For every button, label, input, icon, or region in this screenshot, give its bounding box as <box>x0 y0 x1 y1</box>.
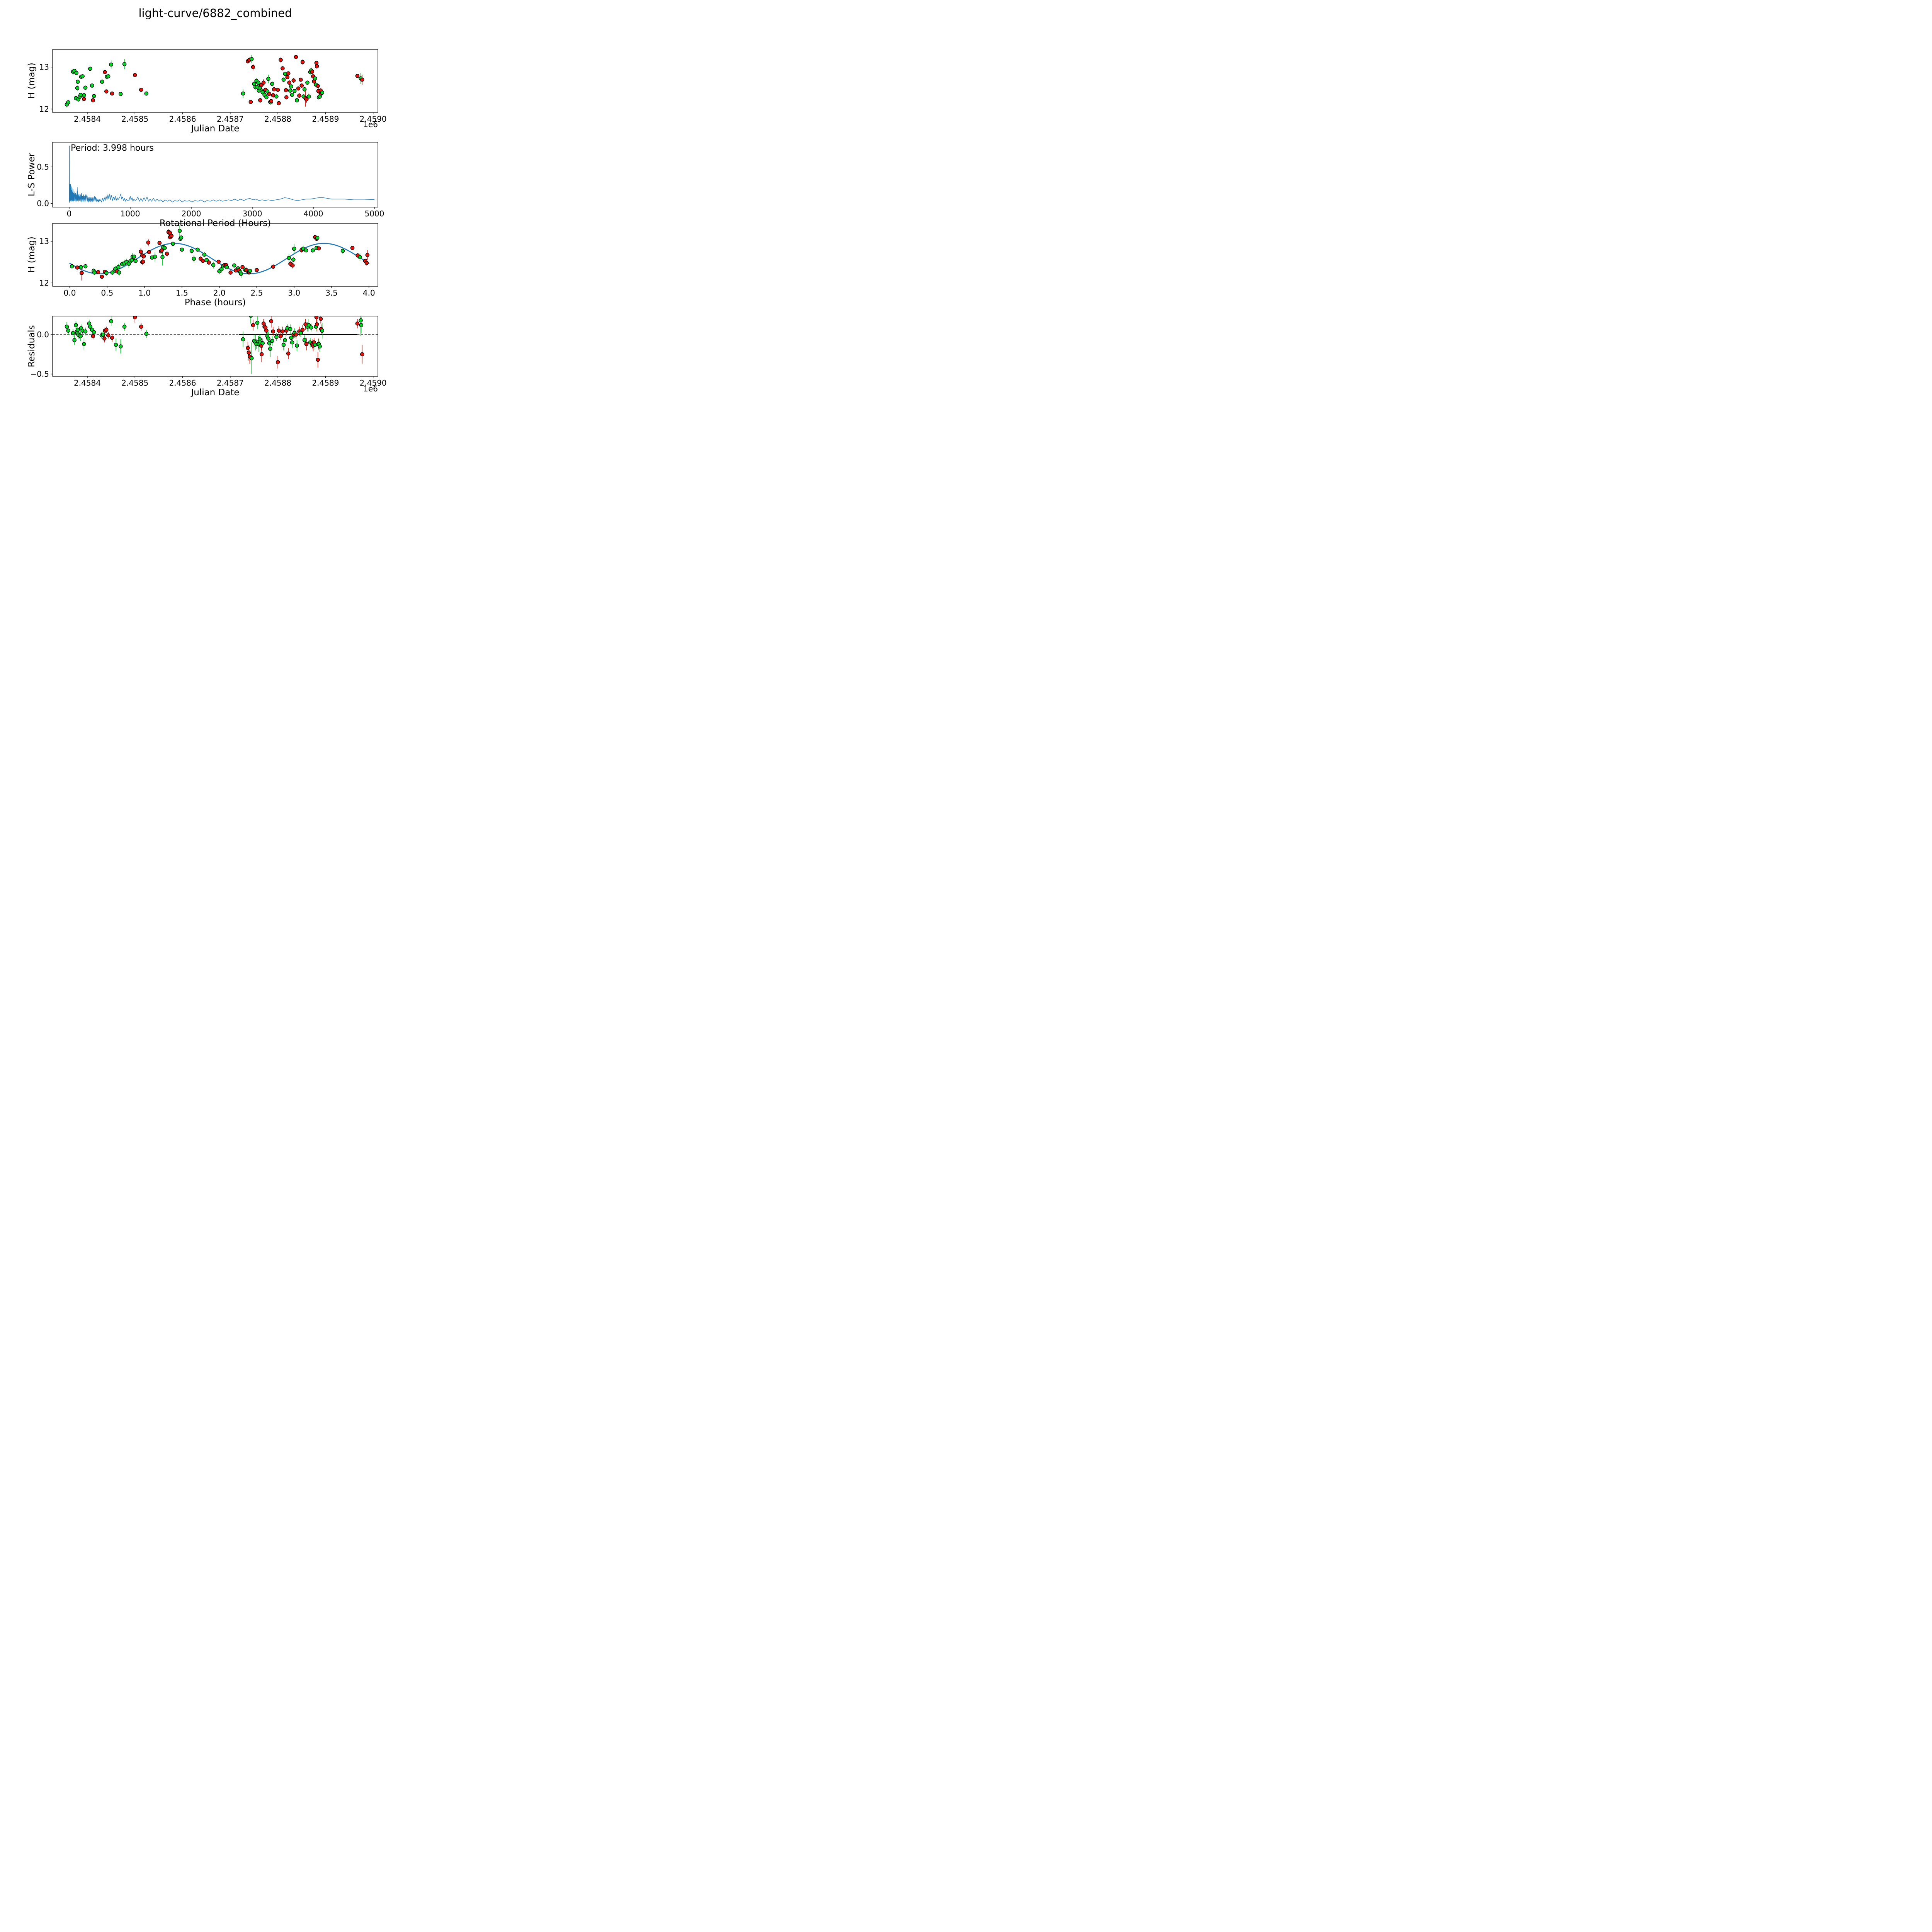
svg-text:2.4590: 2.4590 <box>360 114 387 124</box>
svg-text:2.4587: 2.4587 <box>217 114 244 124</box>
svg-text:3.5: 3.5 <box>325 288 338 298</box>
svg-text:2.4584: 2.4584 <box>74 114 101 124</box>
xlabel-rotational-period: Rotational Period (Hours) <box>159 218 271 228</box>
svg-text:13: 13 <box>39 236 49 246</box>
figure-title: light-curve/6882_combined <box>138 7 292 20</box>
panel-phase-folded-ticks: 0.0 0.5 1.0 1.5 2.0 2.5 3.0 3.5 4.0 12 13 <box>39 236 375 298</box>
svg-text:0.0: 0.0 <box>37 199 49 208</box>
panel-jd-lightcurve-frame <box>52 49 378 113</box>
svg-text:4000: 4000 <box>304 209 323 218</box>
svg-text:0.0: 0.0 <box>37 330 49 339</box>
svg-text:2.4585: 2.4585 <box>121 114 148 124</box>
panel-residuals-ticks: 2.4584 2.4585 2.4586 2.4587 2.4588 2.4589 2.45… <box>30 330 386 388</box>
panel-jd-lightcurve-markers <box>65 55 364 107</box>
svg-text:1000: 1000 <box>121 209 140 218</box>
svg-text:2.4588: 2.4588 <box>264 378 291 388</box>
svg-text:2.4589: 2.4589 <box>312 378 339 388</box>
svg-text:4.0: 4.0 <box>363 288 375 298</box>
period-annotation: Period: 3.998 hours <box>71 143 154 153</box>
xlabel-phase-hours: Phase (hours) <box>184 298 246 308</box>
svg-text:1.5: 1.5 <box>176 288 188 298</box>
panel-periodogram-ticks: 0 1000 2000 3000 4000 5000 0.0 0.5 <box>37 162 384 218</box>
xlabel-julian-date-panel4: Julian Date <box>191 388 240 398</box>
svg-text:1.0: 1.0 <box>138 288 151 298</box>
panel-residuals-markers <box>65 316 364 364</box>
panel-jd-lightcurve-ticks: 2.4584 2.4585 2.4586 2.4587 2.4588 2.4589 2.45… <box>39 63 387 124</box>
panel-periodogram-data <box>69 145 375 203</box>
svg-text:2.5: 2.5 <box>251 288 263 298</box>
svg-text:2.4586: 2.4586 <box>169 114 196 124</box>
svg-text:12: 12 <box>39 278 49 287</box>
svg-text:2000: 2000 <box>182 209 201 218</box>
svg-text:0.0: 0.0 <box>64 288 76 298</box>
ylabel-h-mag-panel3: H (mag) <box>27 236 37 273</box>
ylabel-h-mag-panel1: H (mag) <box>27 63 37 99</box>
svg-text:2.4584: 2.4584 <box>74 378 101 388</box>
svg-text:2.4587: 2.4587 <box>217 378 244 388</box>
svg-text:0.5: 0.5 <box>101 288 113 298</box>
panel-phase-folded-frame <box>52 223 378 287</box>
axis-offset-1e6-panel1: 1e6 <box>363 120 378 129</box>
ylabel-ls-power: L-S Power <box>27 153 37 197</box>
svg-text:3000: 3000 <box>243 209 262 218</box>
svg-text:2.4590: 2.4590 <box>360 378 387 388</box>
panel-phase-folded-data <box>69 225 370 281</box>
panel-residuals-frame <box>52 316 378 377</box>
svg-text:−0.5: −0.5 <box>30 369 49 379</box>
svg-text:0: 0 <box>67 209 72 218</box>
plots-canvas: 2.4584 2.4585 2.4586 2.4587 2.4588 2.4589 2.45… <box>30 49 387 388</box>
svg-text:2.0: 2.0 <box>213 288 226 298</box>
panel-phase-folded-markers <box>70 229 370 279</box>
svg-text:12: 12 <box>39 104 49 114</box>
svg-text:2.4589: 2.4589 <box>312 114 339 124</box>
svg-text:5000: 5000 <box>365 209 384 218</box>
panel-residuals-data <box>53 316 378 374</box>
svg-text:2.4586: 2.4586 <box>169 378 196 388</box>
ls-periodogram-line <box>69 145 375 203</box>
figure-light-curve-combined: light-curve/6882_combined 2.4584 2.4585 2.… <box>0 0 417 417</box>
panel-periodogram-frame <box>52 142 378 207</box>
xlabel-julian-date-panel1: Julian Date <box>191 124 240 134</box>
svg-text:3.0: 3.0 <box>288 288 300 298</box>
svg-text:0.5: 0.5 <box>37 162 49 172</box>
panel-jd-lightcurve-data <box>65 55 364 107</box>
svg-text:13: 13 <box>39 63 49 72</box>
axis-offset-1e6-panel4: 1e6 <box>363 384 378 393</box>
svg-text:2.4588: 2.4588 <box>264 114 291 124</box>
svg-text:2.4585: 2.4585 <box>121 378 148 388</box>
ylabel-residuals: Residuals <box>27 325 37 367</box>
